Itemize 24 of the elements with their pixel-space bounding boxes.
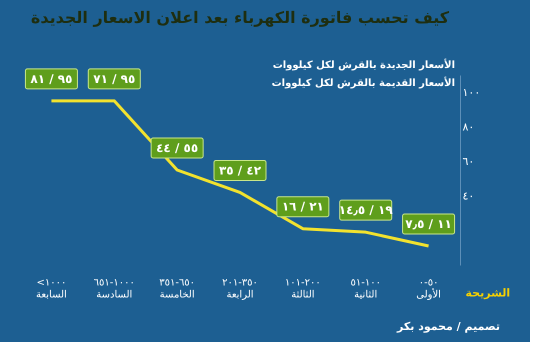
x-tick-label: ١٠٠-٥١ الثانية bbox=[350, 278, 381, 300]
x-axis-title: الشريحة bbox=[466, 286, 510, 300]
y-tick-label: ٦٠ bbox=[462, 154, 474, 168]
x-tick-label: ٦٥٠-٣٥١ الخامسة bbox=[159, 278, 196, 300]
chart-title: كيف تحسب فاتورة الكهرباء بعد اعلان الاسعار الجديدة bbox=[30, 8, 450, 27]
annotation: ٤٢ / ٣٥ bbox=[218, 163, 262, 178]
annotation: ٩٥ / ٧١ bbox=[93, 72, 136, 86]
annotation: ٩٥ / ٨١ bbox=[30, 72, 72, 86]
annotation: ١٩ / ١٤٫٥ bbox=[338, 203, 394, 218]
x-tick-label: ١٠٠٠-٦٥١ السادسة bbox=[94, 278, 135, 300]
annotation: ٢١ / ١٦ bbox=[282, 200, 324, 214]
x-tick-label: <١٠٠٠ السابعة bbox=[36, 278, 67, 300]
annotation: ١١ / ٧٫٥ bbox=[405, 217, 452, 231]
y-tick-label: ٤٠ bbox=[462, 189, 474, 202]
text: الأسعار الجديدة بالقرش لكل كيلووات bbox=[272, 58, 455, 71]
x-tick-label: ٣٥٠-٢٠١ الرابعة bbox=[222, 278, 258, 300]
x-tick-label: ٥٠-٠ الأولى bbox=[416, 278, 441, 300]
y-tick-label: ٨٠ bbox=[462, 120, 474, 134]
annotation: ٥٥ / ٤٤ bbox=[156, 141, 198, 155]
x-tick-label: ٢٠٠-١٠١ الثالثة bbox=[284, 278, 321, 300]
text: تصميم / محمود بكر bbox=[396, 320, 500, 333]
line-series bbox=[50, 99, 430, 248]
y-tick-label: ١٠٠ bbox=[462, 86, 480, 99]
annotation: الأسعار القديمة بالقرش لكل كيلووات bbox=[272, 76, 455, 89]
